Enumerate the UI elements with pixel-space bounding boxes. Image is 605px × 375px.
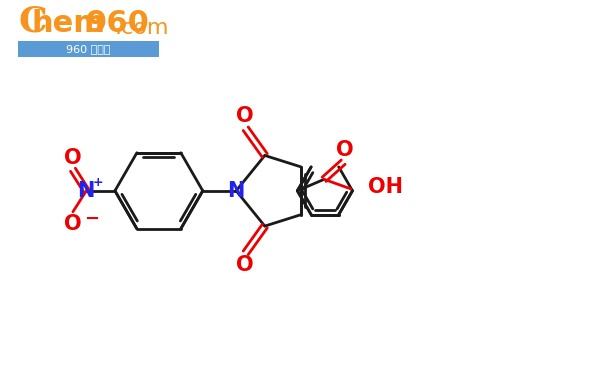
Text: .com: .com [115, 18, 169, 38]
Text: N: N [77, 181, 95, 201]
Text: OH: OH [368, 177, 403, 197]
Text: N: N [227, 181, 245, 201]
Text: +: + [93, 176, 103, 189]
Text: O: O [236, 255, 253, 275]
Text: O: O [336, 140, 354, 160]
Text: C: C [19, 4, 47, 38]
Text: hem: hem [32, 9, 106, 38]
Text: O: O [236, 106, 253, 126]
FancyBboxPatch shape [18, 41, 159, 57]
Text: 960 化工网: 960 化工网 [66, 45, 111, 54]
Text: −: − [84, 210, 99, 228]
Text: 960: 960 [85, 9, 149, 38]
Text: O: O [64, 214, 82, 234]
Text: O: O [64, 148, 82, 168]
